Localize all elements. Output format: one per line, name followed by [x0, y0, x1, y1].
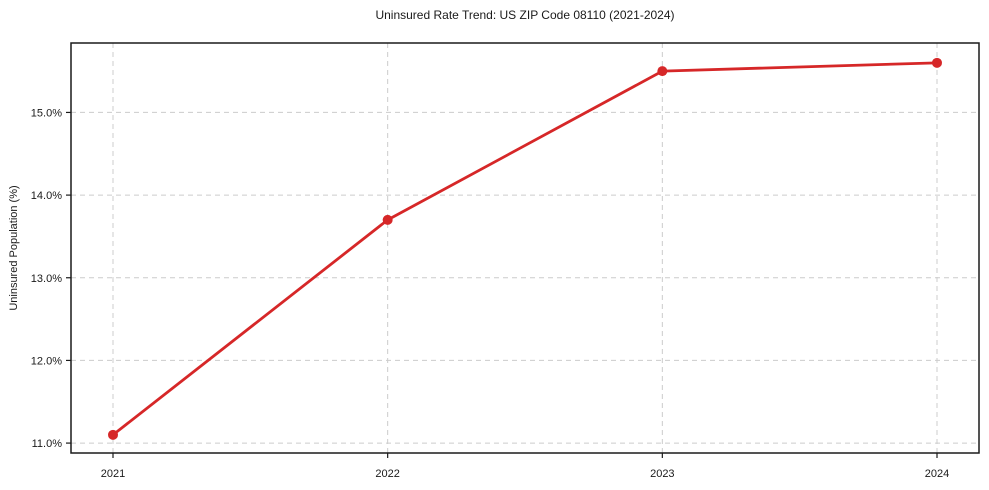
y-tick-label: 15.0%	[31, 107, 62, 119]
data-point	[932, 57, 942, 68]
trend-line	[111, 61, 939, 437]
data-point	[382, 214, 393, 225]
y-tick-label: 11.0%	[32, 438, 63, 450]
x-tick-label: 2021	[101, 468, 125, 480]
plot-border	[70, 42, 980, 454]
x-tick-label: 2023	[650, 468, 674, 480]
chart-title: Uninsured Rate Trend: US ZIP Code 08110 …	[375, 8, 675, 22]
y-tick-label: 14.0%	[31, 190, 62, 202]
data-point	[657, 66, 668, 77]
y-tick-label: 12.0%	[31, 355, 62, 367]
x-tick-label: 2024	[925, 468, 949, 480]
data-point	[108, 429, 118, 440]
x-tick-label: 2022	[375, 468, 399, 480]
y-tick-label: 13.0%	[31, 273, 62, 285]
